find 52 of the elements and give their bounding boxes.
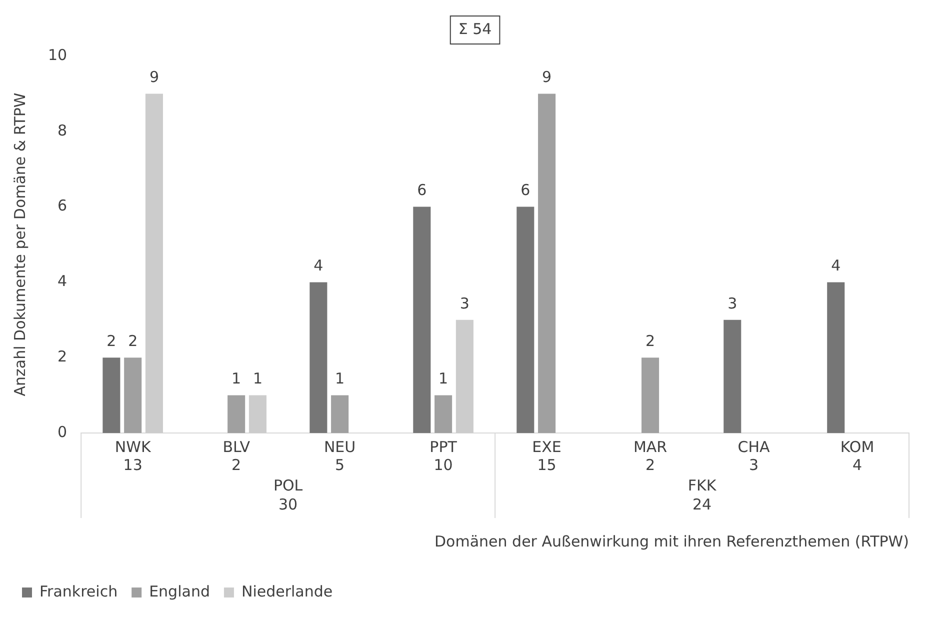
x-tick-label: KOM 4 [840,438,874,474]
data-label: 3 [460,294,470,312]
bar [456,320,474,433]
bar [145,94,163,433]
bar [642,358,660,433]
x-axis-title: Domänen der Außenwirkung mit ihren Referenzthemen (RTPW) [434,532,909,550]
text: Σ 54 [458,20,492,38]
bar [434,395,452,433]
bar [248,395,266,433]
x-tick-label: NEU 5 [324,438,356,474]
data-label: 2 [106,332,116,350]
x-tick-label: CHA 3 [738,438,771,474]
text: FKK 24 [688,476,718,514]
data-label: 1 [335,370,345,388]
legend-label: England [149,582,210,600]
x-tick-label: PPT 10 [430,438,458,474]
bar [228,395,246,433]
y-tick-label: 10 [48,46,68,64]
data-label: 4 [831,256,841,275]
data-label: 1 [438,370,448,388]
text: POL 30 [273,476,304,514]
bar [516,206,534,433]
bar [102,358,120,433]
bar [827,282,845,433]
data-label: 4 [314,256,324,275]
data-label: 1 [232,370,242,388]
data-label: 9 [149,68,159,86]
x-tick-label: NWK 13 [114,438,152,474]
bar [538,94,556,433]
x-tick-label: EXE 15 [532,438,562,474]
data-label: 1 [252,370,262,388]
y-tick-label: 8 [58,121,68,140]
bar [413,206,431,433]
data-label: 6 [417,181,427,200]
data-label: 6 [520,181,530,200]
bar [124,358,142,433]
legend-label: Niederlande [241,582,333,600]
data-label: 2 [128,332,138,350]
legend-label: Frankreich [40,582,118,600]
x-tick-label: MAR 2 [633,438,668,474]
data-label: 3 [728,294,738,312]
y-axis-title: Anzahl Dokumente per Domäne & RTPW [10,92,29,396]
bar [331,395,349,433]
y-tick-label: 4 [58,272,68,290]
bar [724,320,742,433]
y-tick-label: 6 [58,196,68,215]
y-tick-label: 0 [58,422,68,441]
x-tick-label: BLV 2 [222,438,251,474]
data-label: 2 [646,332,656,350]
y-tick-label: 2 [58,347,68,366]
data-label: 9 [542,68,552,86]
bar [310,282,328,433]
